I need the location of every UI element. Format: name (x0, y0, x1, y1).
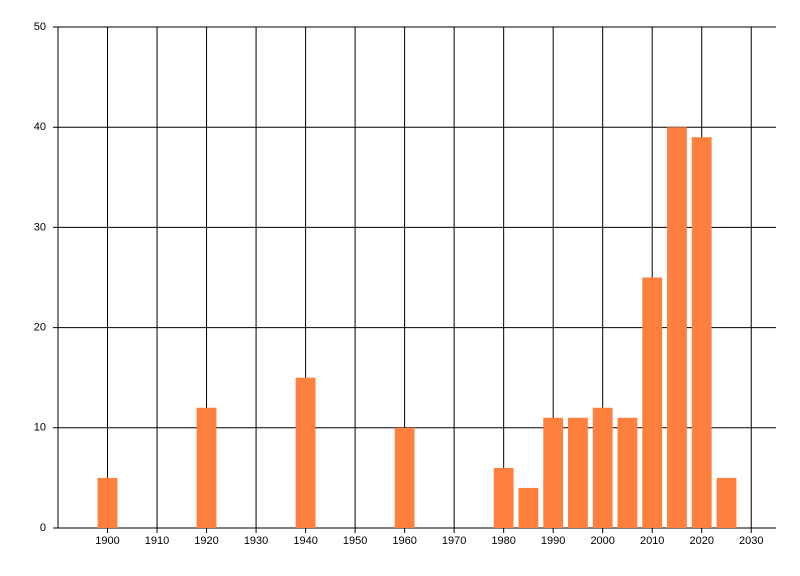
bar (295, 377, 316, 528)
y-tick-label: 0 (40, 522, 46, 534)
x-tick-label: 2000 (590, 535, 614, 547)
bar (642, 277, 663, 528)
x-tick-label: 1900 (95, 535, 119, 547)
bar (568, 417, 588, 528)
y-tick-label: 20 (34, 322, 46, 334)
x-tick-label: 1920 (194, 535, 218, 547)
bar (716, 477, 737, 528)
bar (691, 137, 712, 528)
bar (518, 487, 539, 528)
x-tick-label: 1910 (145, 535, 169, 547)
y-tick-label: 50 (34, 21, 46, 33)
y-tick-label: 30 (34, 221, 46, 233)
x-tick-label: 1970 (442, 535, 466, 547)
bar (493, 467, 514, 528)
bar (592, 407, 613, 528)
x-tick-label: 2030 (739, 535, 763, 547)
x-tick-label: 1960 (392, 535, 416, 547)
x-tick-label: 1990 (541, 535, 565, 547)
bar (543, 417, 564, 528)
bar (394, 427, 415, 528)
bar (617, 417, 638, 528)
x-tick-label: 1940 (293, 535, 317, 547)
bar (667, 127, 687, 528)
y-tick-label: 10 (34, 422, 46, 434)
y-tick-label: 40 (34, 121, 46, 133)
x-tick-label: 2010 (640, 535, 664, 547)
x-tick-label: 2020 (689, 535, 713, 547)
bar (97, 477, 118, 528)
x-tick-label: 1950 (343, 535, 367, 547)
bar (196, 407, 217, 528)
x-tick-label: 1980 (491, 535, 515, 547)
x-tick-label: 1930 (244, 535, 268, 547)
